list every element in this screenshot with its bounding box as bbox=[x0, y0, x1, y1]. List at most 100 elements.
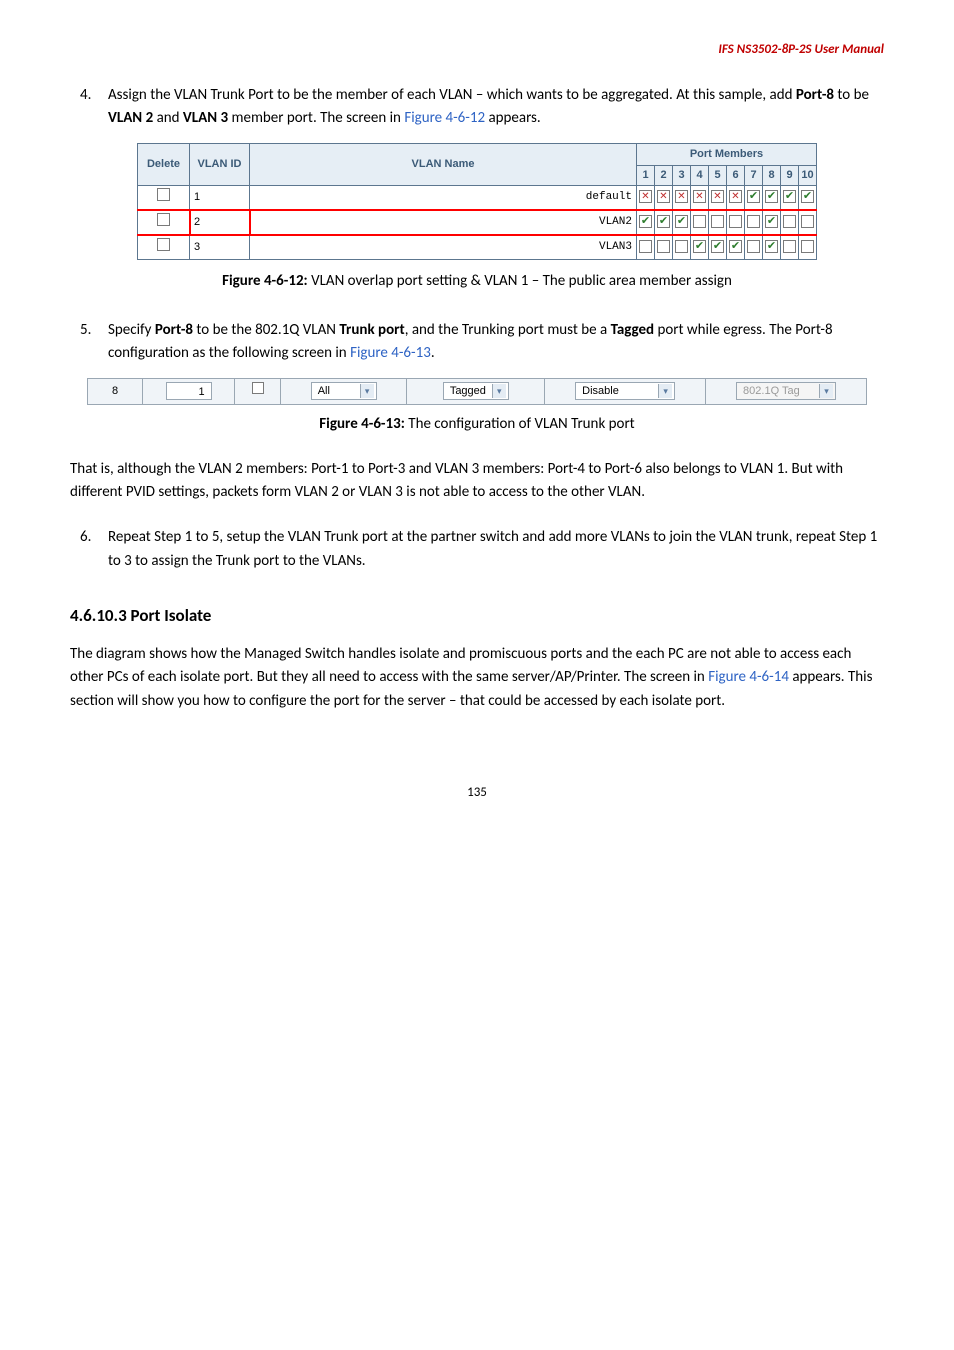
x-icon[interactable] bbox=[675, 190, 688, 203]
step-4-number: 4. bbox=[80, 84, 108, 131]
step4-t-a: Assign the VLAN Trunk Port to be the mem… bbox=[108, 86, 796, 104]
trunk-checkbox[interactable] bbox=[252, 382, 264, 394]
th-port-8: 8 bbox=[763, 165, 781, 185]
check-icon[interactable] bbox=[783, 190, 796, 203]
step4-t1: to be bbox=[834, 86, 869, 104]
empty-box-icon[interactable] bbox=[657, 240, 670, 253]
th-vlanname: VLAN Name bbox=[250, 143, 637, 185]
port-member-cell bbox=[673, 210, 691, 235]
trunk-pvid-input[interactable]: 1 bbox=[166, 382, 212, 400]
check-icon[interactable] bbox=[747, 190, 760, 203]
port-member-cell bbox=[799, 210, 817, 235]
step-6-body: Repeat Step 1 to 5, setup the VLAN Trunk… bbox=[108, 526, 884, 573]
port-member-cell bbox=[709, 235, 727, 260]
check-icon[interactable] bbox=[765, 190, 778, 203]
x-icon[interactable] bbox=[693, 190, 706, 203]
check-icon[interactable] bbox=[729, 240, 742, 253]
step4-b2: VLAN 2 bbox=[108, 109, 153, 127]
x-icon[interactable] bbox=[711, 190, 724, 203]
empty-box-icon[interactable] bbox=[711, 215, 724, 228]
figure-4-6-13-caption: Figure 4-6-13: The configuration of VLAN… bbox=[70, 413, 884, 436]
fig13-bold: Figure 4-6-13: bbox=[319, 415, 405, 433]
port-member-cell bbox=[709, 185, 727, 210]
empty-box-icon[interactable] bbox=[729, 215, 742, 228]
empty-box-icon[interactable] bbox=[693, 215, 706, 228]
step-6-number: 6. bbox=[80, 526, 108, 573]
x-icon[interactable] bbox=[657, 190, 670, 203]
check-icon[interactable] bbox=[693, 240, 706, 253]
check-icon[interactable] bbox=[657, 215, 670, 228]
empty-box-icon[interactable] bbox=[801, 215, 814, 228]
page-header-product: IFS NS3502-8P-2S User Manual bbox=[70, 40, 884, 60]
empty-box-icon[interactable] bbox=[783, 215, 796, 228]
trunk-frametype-select[interactable]: All▾ bbox=[311, 382, 377, 400]
port-member-cell bbox=[691, 235, 709, 260]
empty-box-icon[interactable] bbox=[639, 240, 652, 253]
check-icon[interactable] bbox=[675, 215, 688, 228]
s5-t2: to be the 802.1Q VLAN bbox=[193, 321, 339, 339]
delete-checkbox[interactable] bbox=[157, 188, 170, 201]
page-number: 135 bbox=[70, 783, 884, 803]
check-icon[interactable] bbox=[765, 215, 778, 228]
trunk-pvid-cell: 1 bbox=[143, 378, 235, 404]
port-member-cell bbox=[781, 235, 799, 260]
chevron-down-icon: ▾ bbox=[658, 384, 672, 398]
th-port-9: 9 bbox=[781, 165, 799, 185]
port-member-cell bbox=[637, 235, 655, 260]
trunk-egress-val: Tagged bbox=[450, 383, 486, 400]
th-port-3: 3 bbox=[673, 165, 691, 185]
port-member-cell bbox=[673, 235, 691, 260]
x-icon[interactable] bbox=[729, 190, 742, 203]
port-member-cell bbox=[745, 210, 763, 235]
port-isolate-paragraph: The diagram shows how the Managed Switch… bbox=[70, 643, 884, 713]
fig12-bold: Figure 4-6-12: bbox=[222, 272, 308, 290]
th-delete: Delete bbox=[138, 143, 190, 185]
chevron-down-icon: ▾ bbox=[819, 384, 833, 398]
delete-cell bbox=[138, 235, 190, 260]
trunk-ingress-select[interactable]: Disable▾ bbox=[575, 382, 675, 400]
port-member-cell bbox=[763, 210, 781, 235]
step-4: 4. Assign the VLAN Trunk Port to be the … bbox=[70, 84, 884, 131]
fig13-rest: The configuration of VLAN Trunk port bbox=[405, 415, 635, 433]
trunk-egress-select[interactable]: Tagged▾ bbox=[443, 382, 509, 400]
trunk-port-table: 8 1 All▾ Tagged▾ Disable▾ 802.1Q Tag▾ bbox=[87, 378, 867, 405]
th-port-6: 6 bbox=[727, 165, 745, 185]
port-member-cell bbox=[655, 185, 673, 210]
port-member-cell bbox=[691, 185, 709, 210]
step-4-body: Assign the VLAN Trunk Port to be the mem… bbox=[108, 84, 884, 131]
paragraph-after-fig13: That is, although the VLAN 2 members: Po… bbox=[70, 458, 884, 505]
port-member-cell bbox=[799, 235, 817, 260]
empty-box-icon[interactable] bbox=[801, 240, 814, 253]
empty-box-icon[interactable] bbox=[675, 240, 688, 253]
s5-b1: Port-8 bbox=[155, 321, 193, 339]
port-member-cell bbox=[745, 235, 763, 260]
fig12-rest: VLAN overlap port setting & VLAN 1 – The… bbox=[308, 272, 732, 290]
check-icon[interactable] bbox=[639, 215, 652, 228]
iso-link: Figure 4-6-14 bbox=[708, 668, 789, 686]
trunk-qtag-val: 802.1Q Tag bbox=[743, 383, 800, 400]
empty-box-icon[interactable] bbox=[783, 240, 796, 253]
trunk-port-figure: 8 1 All▾ Tagged▾ Disable▾ 802.1Q Tag▾ bbox=[87, 378, 867, 405]
port-member-cell bbox=[727, 185, 745, 210]
step4-b1: Port-8 bbox=[796, 86, 834, 104]
check-icon[interactable] bbox=[801, 190, 814, 203]
empty-box-icon[interactable] bbox=[747, 215, 760, 228]
port-member-cell bbox=[637, 185, 655, 210]
delete-checkbox[interactable] bbox=[157, 213, 170, 226]
th-port-5: 5 bbox=[709, 165, 727, 185]
port-member-cell bbox=[781, 210, 799, 235]
x-icon[interactable] bbox=[639, 190, 652, 203]
step-5: 5. Specify Port-8 to be the 802.1Q VLAN … bbox=[70, 319, 884, 366]
vlan-name-cell: VLAN3 bbox=[250, 235, 637, 260]
vlan-id-cell: 3 bbox=[190, 235, 250, 260]
trunk-qtag-select: 802.1Q Tag ▾ bbox=[736, 382, 836, 400]
delete-checkbox[interactable] bbox=[157, 238, 170, 251]
check-icon[interactable] bbox=[711, 240, 724, 253]
port-member-cell bbox=[727, 235, 745, 260]
port-member-cell bbox=[673, 185, 691, 210]
th-vlanid: VLAN ID bbox=[190, 143, 250, 185]
empty-box-icon[interactable] bbox=[747, 240, 760, 253]
check-icon[interactable] bbox=[765, 240, 778, 253]
port-member-cell bbox=[763, 185, 781, 210]
s5-link: Figure 4-6-13 bbox=[350, 344, 431, 362]
